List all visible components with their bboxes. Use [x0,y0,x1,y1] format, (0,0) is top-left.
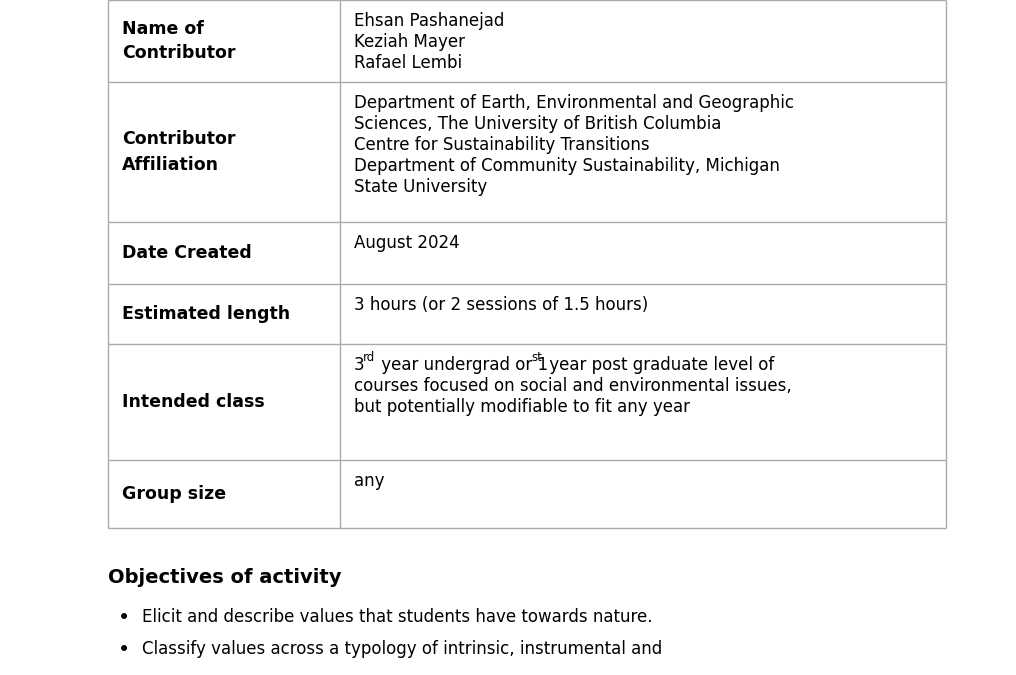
Text: but potentially modifiable to fit any year: but potentially modifiable to fit any ye… [354,398,690,416]
Text: Department of Community Sustainability, Michigan: Department of Community Sustainability, … [354,157,780,175]
Text: Rafael Lembi: Rafael Lembi [354,54,462,72]
Text: August 2024: August 2024 [354,234,459,252]
Text: Elicit and describe values that students have towards nature.: Elicit and describe values that students… [142,608,652,626]
Text: rd: rd [363,351,375,364]
Text: Intended class: Intended class [122,393,265,411]
Text: •: • [118,640,130,660]
Text: Date Created: Date Created [122,244,252,262]
Text: 3: 3 [354,356,365,374]
Text: State University: State University [354,178,488,196]
Text: Group size: Group size [122,485,227,503]
Text: Centre for Sustainability Transitions: Centre for Sustainability Transitions [354,136,649,154]
Text: Sciences, The University of British Columbia: Sciences, The University of British Colu… [354,115,721,133]
Text: Ehsan Pashanejad: Ehsan Pashanejad [354,12,504,30]
Text: any: any [354,472,384,490]
Text: year undergrad or 1: year undergrad or 1 [376,356,548,374]
Text: Department of Earth, Environmental and Geographic: Department of Earth, Environmental and G… [354,94,793,112]
Text: Name of
Contributor: Name of Contributor [122,20,236,63]
Text: courses focused on social and environmental issues,: courses focused on social and environmen… [354,377,791,395]
Text: Objectives of activity: Objectives of activity [108,568,341,587]
Text: year post graduate level of: year post graduate level of [544,356,774,374]
Text: •: • [118,608,130,628]
Text: Contributor
Affiliation: Contributor Affiliation [122,130,236,173]
Text: Classify values across a typology of intrinsic, instrumental and: Classify values across a typology of int… [142,640,662,658]
Text: Keziah Mayer: Keziah Mayer [354,33,465,51]
Text: Estimated length: Estimated length [122,305,291,323]
Text: 3 hours (or 2 sessions of 1.5 hours): 3 hours (or 2 sessions of 1.5 hours) [354,296,648,314]
Text: st: st [531,351,542,364]
